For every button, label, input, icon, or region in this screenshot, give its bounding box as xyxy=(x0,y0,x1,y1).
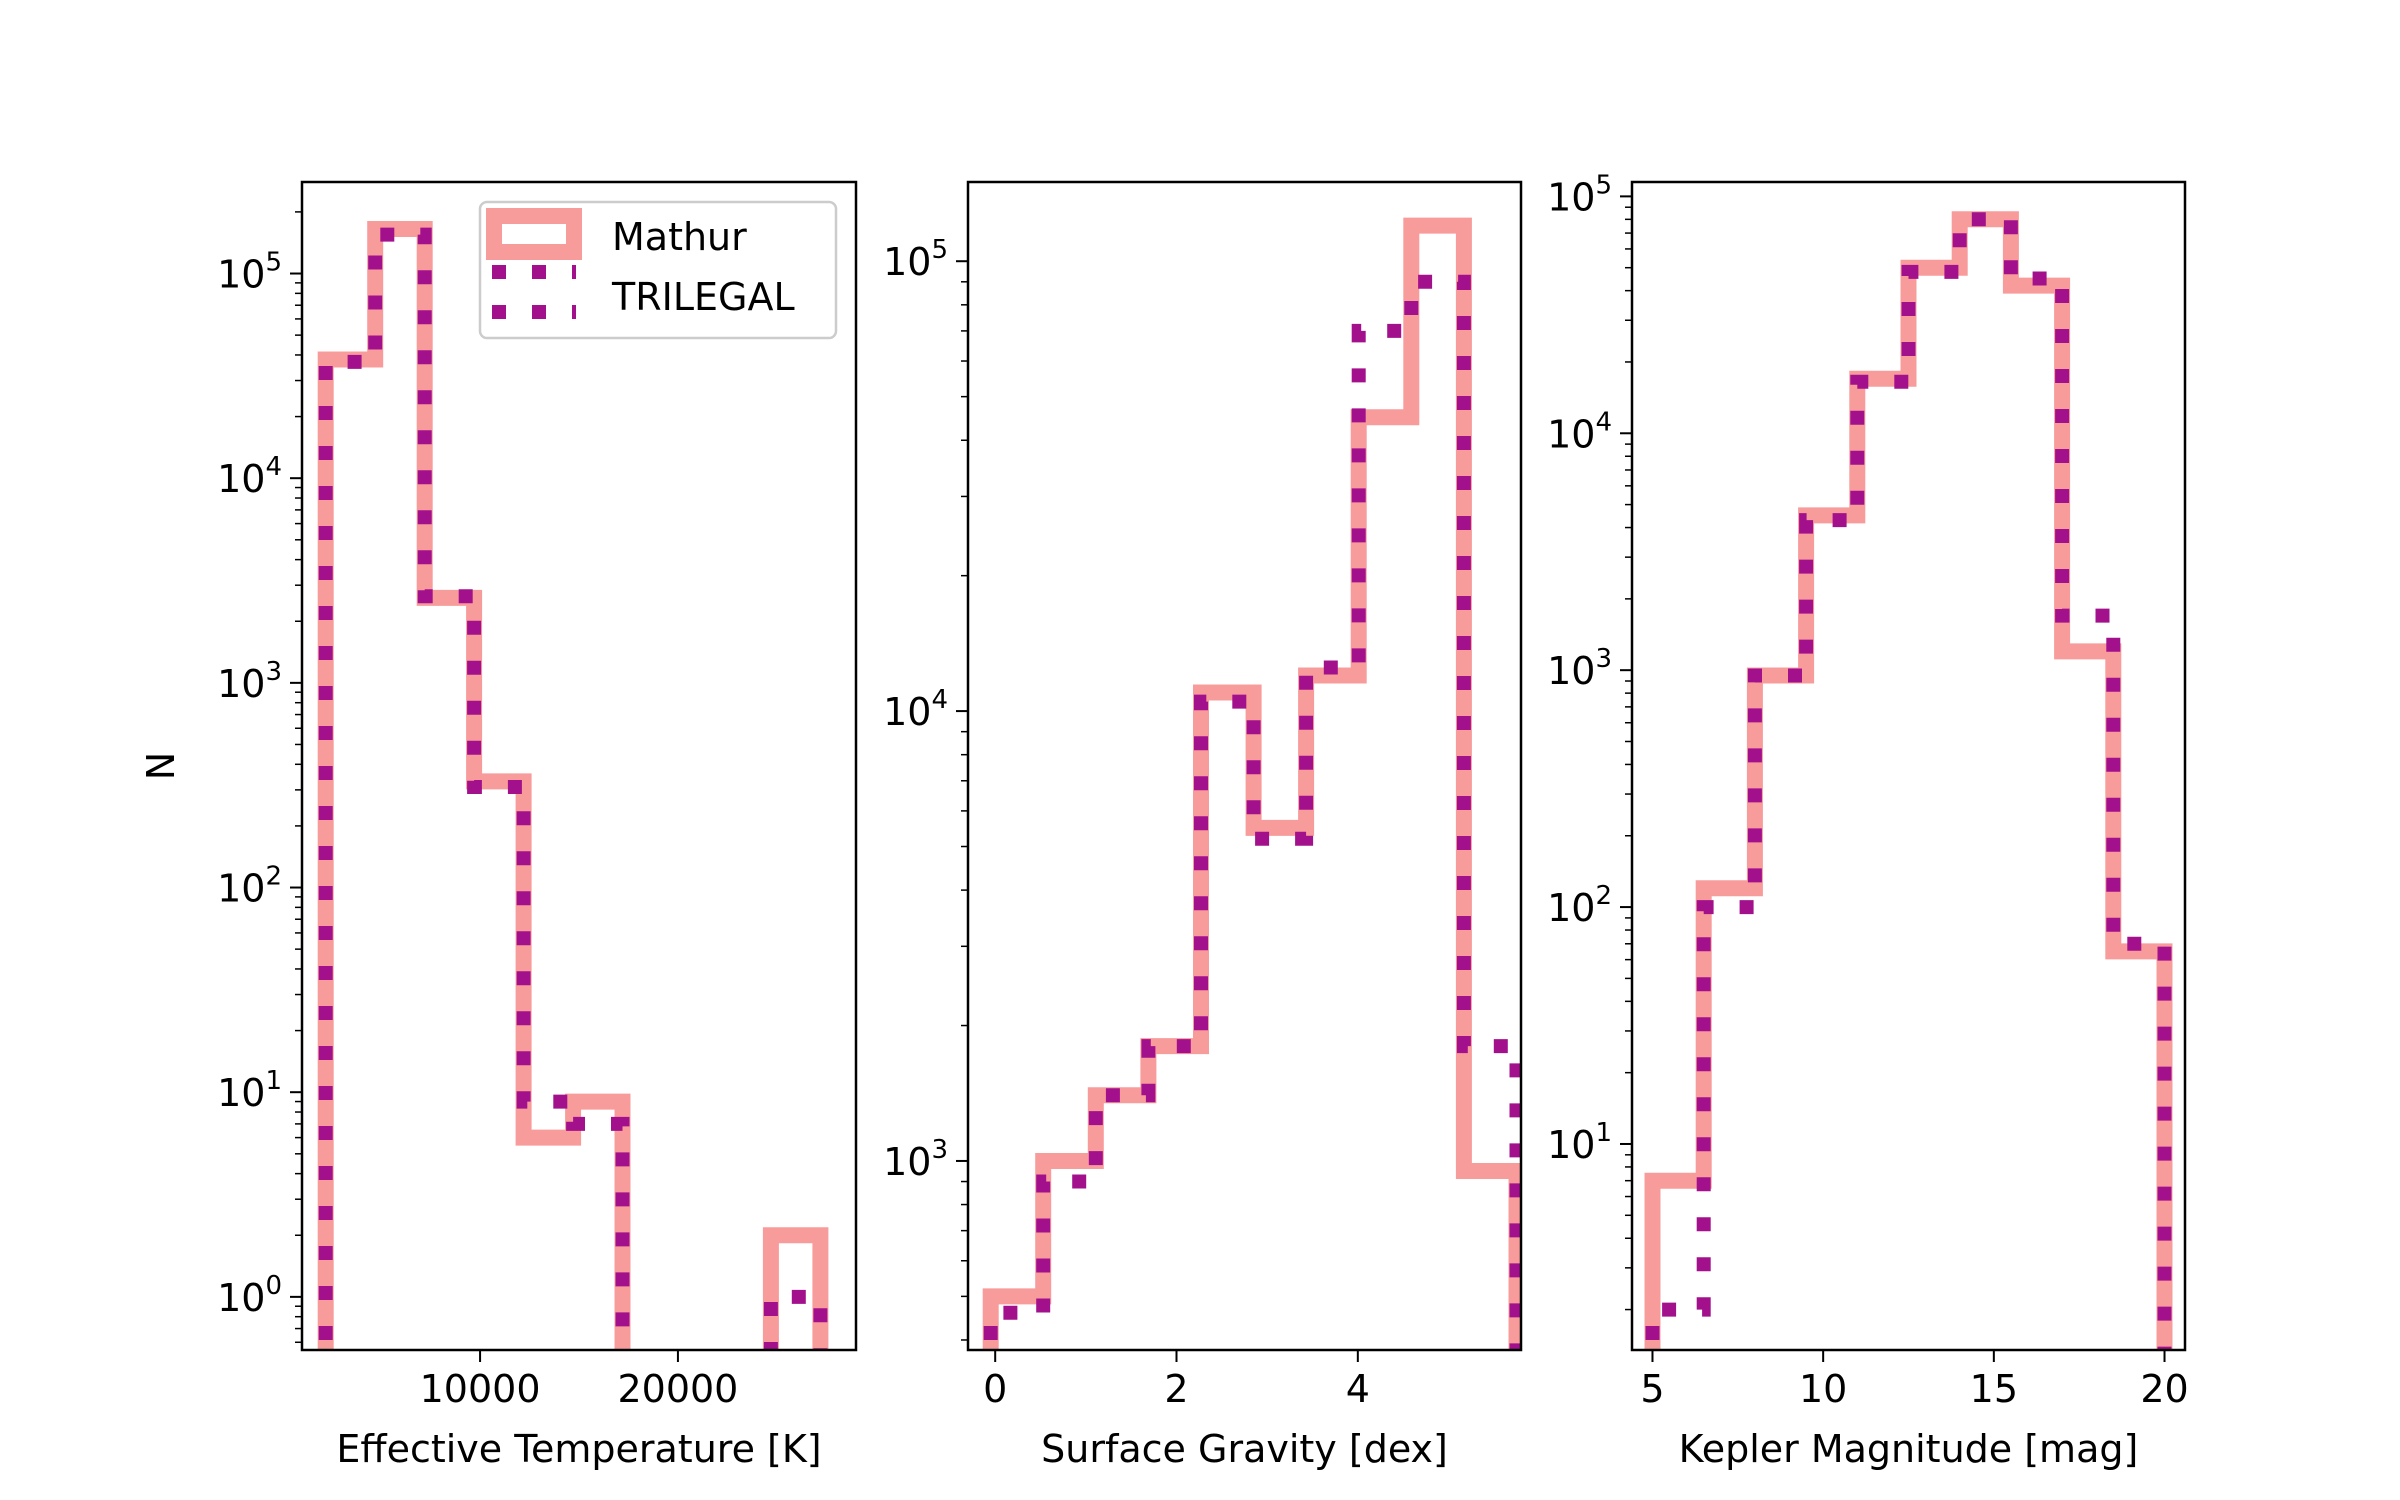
y-tick-label-exponent: 3 xyxy=(931,1135,948,1165)
plot-area xyxy=(1644,211,2173,1350)
y-tick-label-exponent: 0 xyxy=(265,1271,282,1301)
y-tick-label-base: 10 xyxy=(217,1276,265,1320)
series-mathur-step-line xyxy=(982,217,1521,1350)
y-tick-label-base: 10 xyxy=(217,253,265,297)
y-tick-label-base: 10 xyxy=(1547,649,1595,693)
y-tick-label: 104 xyxy=(217,452,282,501)
y-tick-label: 104 xyxy=(1547,407,1612,456)
y-tick-label-exponent: 1 xyxy=(265,1066,282,1096)
y-tick-label-base: 10 xyxy=(217,867,265,911)
y-tick-label-exponent: 5 xyxy=(265,248,282,278)
series-trilegal-step-line xyxy=(318,227,828,1350)
plot-area xyxy=(982,217,1521,1350)
y-tick-label-exponent: 1 xyxy=(1595,1118,1612,1148)
y-tick-label-base: 10 xyxy=(1547,886,1595,930)
x-tick-label: 20000 xyxy=(617,1367,738,1411)
y-tick-label-exponent: 2 xyxy=(265,862,282,892)
y-tick-label-exponent: 3 xyxy=(1595,644,1612,674)
y-tick-label-base: 10 xyxy=(883,1140,931,1184)
x-tick-label: 20 xyxy=(2140,1367,2188,1411)
y-tick-label-base: 10 xyxy=(1547,1123,1595,1167)
x-tick-label: 10000 xyxy=(420,1367,541,1411)
legend-mathur-label: Mathur xyxy=(612,215,747,259)
x-axis-label: Effective Temperature [K] xyxy=(336,1427,821,1471)
axes-frame xyxy=(300,180,858,1352)
y-tick-label-base: 10 xyxy=(883,240,931,284)
y-tick-label-base: 10 xyxy=(1547,412,1595,456)
series-trilegal-step-line xyxy=(983,274,1521,1350)
legend-mathur-swatch xyxy=(486,208,582,260)
x-tick-label: 5 xyxy=(1640,1367,1664,1411)
x-tick-label: 15 xyxy=(1970,1367,2018,1411)
x-tick-label: 0 xyxy=(983,1367,1007,1411)
y-tick-label-exponent: 5 xyxy=(1595,170,1612,200)
y-tick-label-base: 10 xyxy=(883,690,931,734)
plot-area xyxy=(317,221,829,1350)
y-tick-label: 103 xyxy=(883,1135,948,1184)
x-tick-label: 2 xyxy=(1164,1367,1188,1411)
y-tick-label: 101 xyxy=(1547,1118,1612,1167)
legend: Mathur TRILEGAL xyxy=(478,200,838,340)
y-tick-label: 103 xyxy=(1547,644,1612,693)
y-tick-label: 102 xyxy=(1547,881,1612,930)
y-tick-label: 105 xyxy=(883,235,948,284)
y-tick-label-base: 10 xyxy=(217,662,265,706)
y-tick-label: 104 xyxy=(883,685,948,734)
x-tick-label: 10 xyxy=(1799,1367,1847,1411)
y-tick-label-exponent: 4 xyxy=(265,452,282,482)
y-tick-label-exponent: 2 xyxy=(1595,881,1612,911)
x-axis-label: Surface Gravity [dex] xyxy=(1041,1427,1448,1471)
y-axis-label: N xyxy=(139,752,183,780)
y-tick-label: 105 xyxy=(217,248,282,297)
y-tick-label: 101 xyxy=(217,1066,282,1115)
y-tick-label-base: 10 xyxy=(1547,175,1595,219)
y-tick-label: 100 xyxy=(217,1271,282,1320)
y-tick-label-exponent: 4 xyxy=(931,685,948,715)
y-tick-label-exponent: 5 xyxy=(931,235,948,265)
axes-frame xyxy=(966,180,1523,1352)
x-tick-label: 4 xyxy=(1346,1367,1370,1411)
axes-frame xyxy=(1630,180,2187,1352)
y-tick-label: 103 xyxy=(217,657,282,706)
y-tick-label-base: 10 xyxy=(217,457,265,501)
legend-trilegal-swatch xyxy=(492,265,576,319)
y-tick-label-exponent: 4 xyxy=(1595,407,1612,437)
y-tick-label-exponent: 3 xyxy=(265,657,282,687)
y-tick-label: 102 xyxy=(217,862,282,911)
y-tick-label-base: 10 xyxy=(217,1071,265,1115)
x-axis-label: Kepler Magnitude [mag] xyxy=(1679,1427,2139,1471)
y-tick-label: 105 xyxy=(1547,170,1612,219)
series-mathur-step-line xyxy=(1644,211,2173,1350)
legend-trilegal-label: TRILEGAL xyxy=(611,275,795,319)
